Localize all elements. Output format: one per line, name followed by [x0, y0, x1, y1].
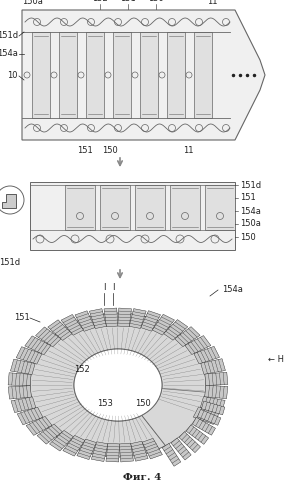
Polygon shape — [36, 327, 61, 347]
Polygon shape — [205, 185, 235, 230]
Polygon shape — [201, 358, 225, 374]
Polygon shape — [119, 443, 133, 462]
Polygon shape — [11, 359, 35, 374]
Polygon shape — [25, 336, 51, 355]
Polygon shape — [197, 410, 221, 426]
Polygon shape — [65, 185, 95, 230]
Polygon shape — [140, 32, 158, 118]
Polygon shape — [22, 10, 265, 140]
Polygon shape — [74, 349, 162, 421]
Polygon shape — [164, 320, 188, 340]
Polygon shape — [77, 439, 97, 460]
Polygon shape — [205, 372, 228, 386]
Text: 154a: 154a — [222, 286, 243, 294]
Polygon shape — [192, 418, 216, 435]
Text: 151d: 151d — [240, 180, 261, 190]
Polygon shape — [193, 407, 219, 424]
Polygon shape — [26, 416, 52, 436]
Text: 150: 150 — [102, 146, 118, 155]
Text: 151d: 151d — [0, 258, 20, 267]
Polygon shape — [205, 386, 228, 398]
Polygon shape — [186, 425, 209, 444]
Polygon shape — [48, 320, 72, 340]
Polygon shape — [100, 185, 130, 230]
Polygon shape — [135, 185, 165, 230]
Polygon shape — [201, 401, 225, 415]
Polygon shape — [175, 326, 200, 346]
Polygon shape — [2, 194, 16, 208]
Polygon shape — [152, 314, 174, 335]
Polygon shape — [61, 314, 83, 335]
Polygon shape — [59, 32, 77, 118]
Polygon shape — [142, 388, 206, 446]
Polygon shape — [30, 182, 235, 250]
Text: 153: 153 — [97, 398, 113, 407]
Polygon shape — [129, 308, 146, 328]
Polygon shape — [86, 32, 104, 118]
Polygon shape — [63, 436, 85, 456]
Polygon shape — [162, 444, 181, 466]
Text: 150a: 150a — [22, 0, 43, 6]
Polygon shape — [113, 32, 131, 118]
Polygon shape — [17, 407, 43, 425]
Polygon shape — [16, 346, 42, 364]
Polygon shape — [49, 430, 74, 451]
Text: 151: 151 — [77, 146, 93, 155]
Text: 150a: 150a — [240, 220, 261, 228]
Polygon shape — [194, 346, 220, 364]
Polygon shape — [106, 444, 119, 462]
Polygon shape — [75, 311, 95, 332]
Polygon shape — [200, 396, 225, 412]
Polygon shape — [141, 310, 160, 331]
Text: 151d: 151d — [0, 32, 18, 40]
Text: 152: 152 — [74, 366, 90, 374]
Text: 151: 151 — [240, 194, 256, 202]
Text: ← HC: ← HC — [268, 356, 284, 364]
Polygon shape — [37, 424, 62, 444]
Text: 150: 150 — [240, 232, 256, 241]
Text: 150: 150 — [148, 0, 164, 3]
Text: 150: 150 — [135, 398, 151, 407]
Polygon shape — [104, 308, 118, 327]
Text: 154a: 154a — [240, 206, 261, 216]
Text: Фиг. 4: Фиг. 4 — [123, 473, 161, 482]
Polygon shape — [170, 185, 200, 230]
Polygon shape — [30, 313, 206, 457]
Text: 154a: 154a — [0, 50, 18, 58]
Text: 11: 11 — [207, 0, 217, 6]
Text: 151: 151 — [14, 314, 30, 322]
Text: I: I — [112, 283, 114, 292]
Text: I: I — [103, 283, 105, 292]
Polygon shape — [142, 438, 162, 459]
Text: 10: 10 — [7, 72, 18, 80]
Polygon shape — [8, 386, 32, 399]
Polygon shape — [171, 438, 191, 460]
Polygon shape — [131, 441, 148, 461]
Text: 151: 151 — [120, 0, 136, 3]
Text: 152: 152 — [92, 0, 108, 3]
Polygon shape — [8, 373, 31, 386]
Text: 11: 11 — [183, 146, 193, 155]
Polygon shape — [11, 397, 36, 412]
Polygon shape — [118, 308, 131, 327]
Polygon shape — [167, 32, 185, 118]
Polygon shape — [185, 336, 211, 354]
Polygon shape — [89, 308, 106, 328]
Polygon shape — [194, 32, 212, 118]
Polygon shape — [32, 32, 50, 118]
Polygon shape — [91, 442, 108, 462]
Polygon shape — [179, 432, 201, 452]
